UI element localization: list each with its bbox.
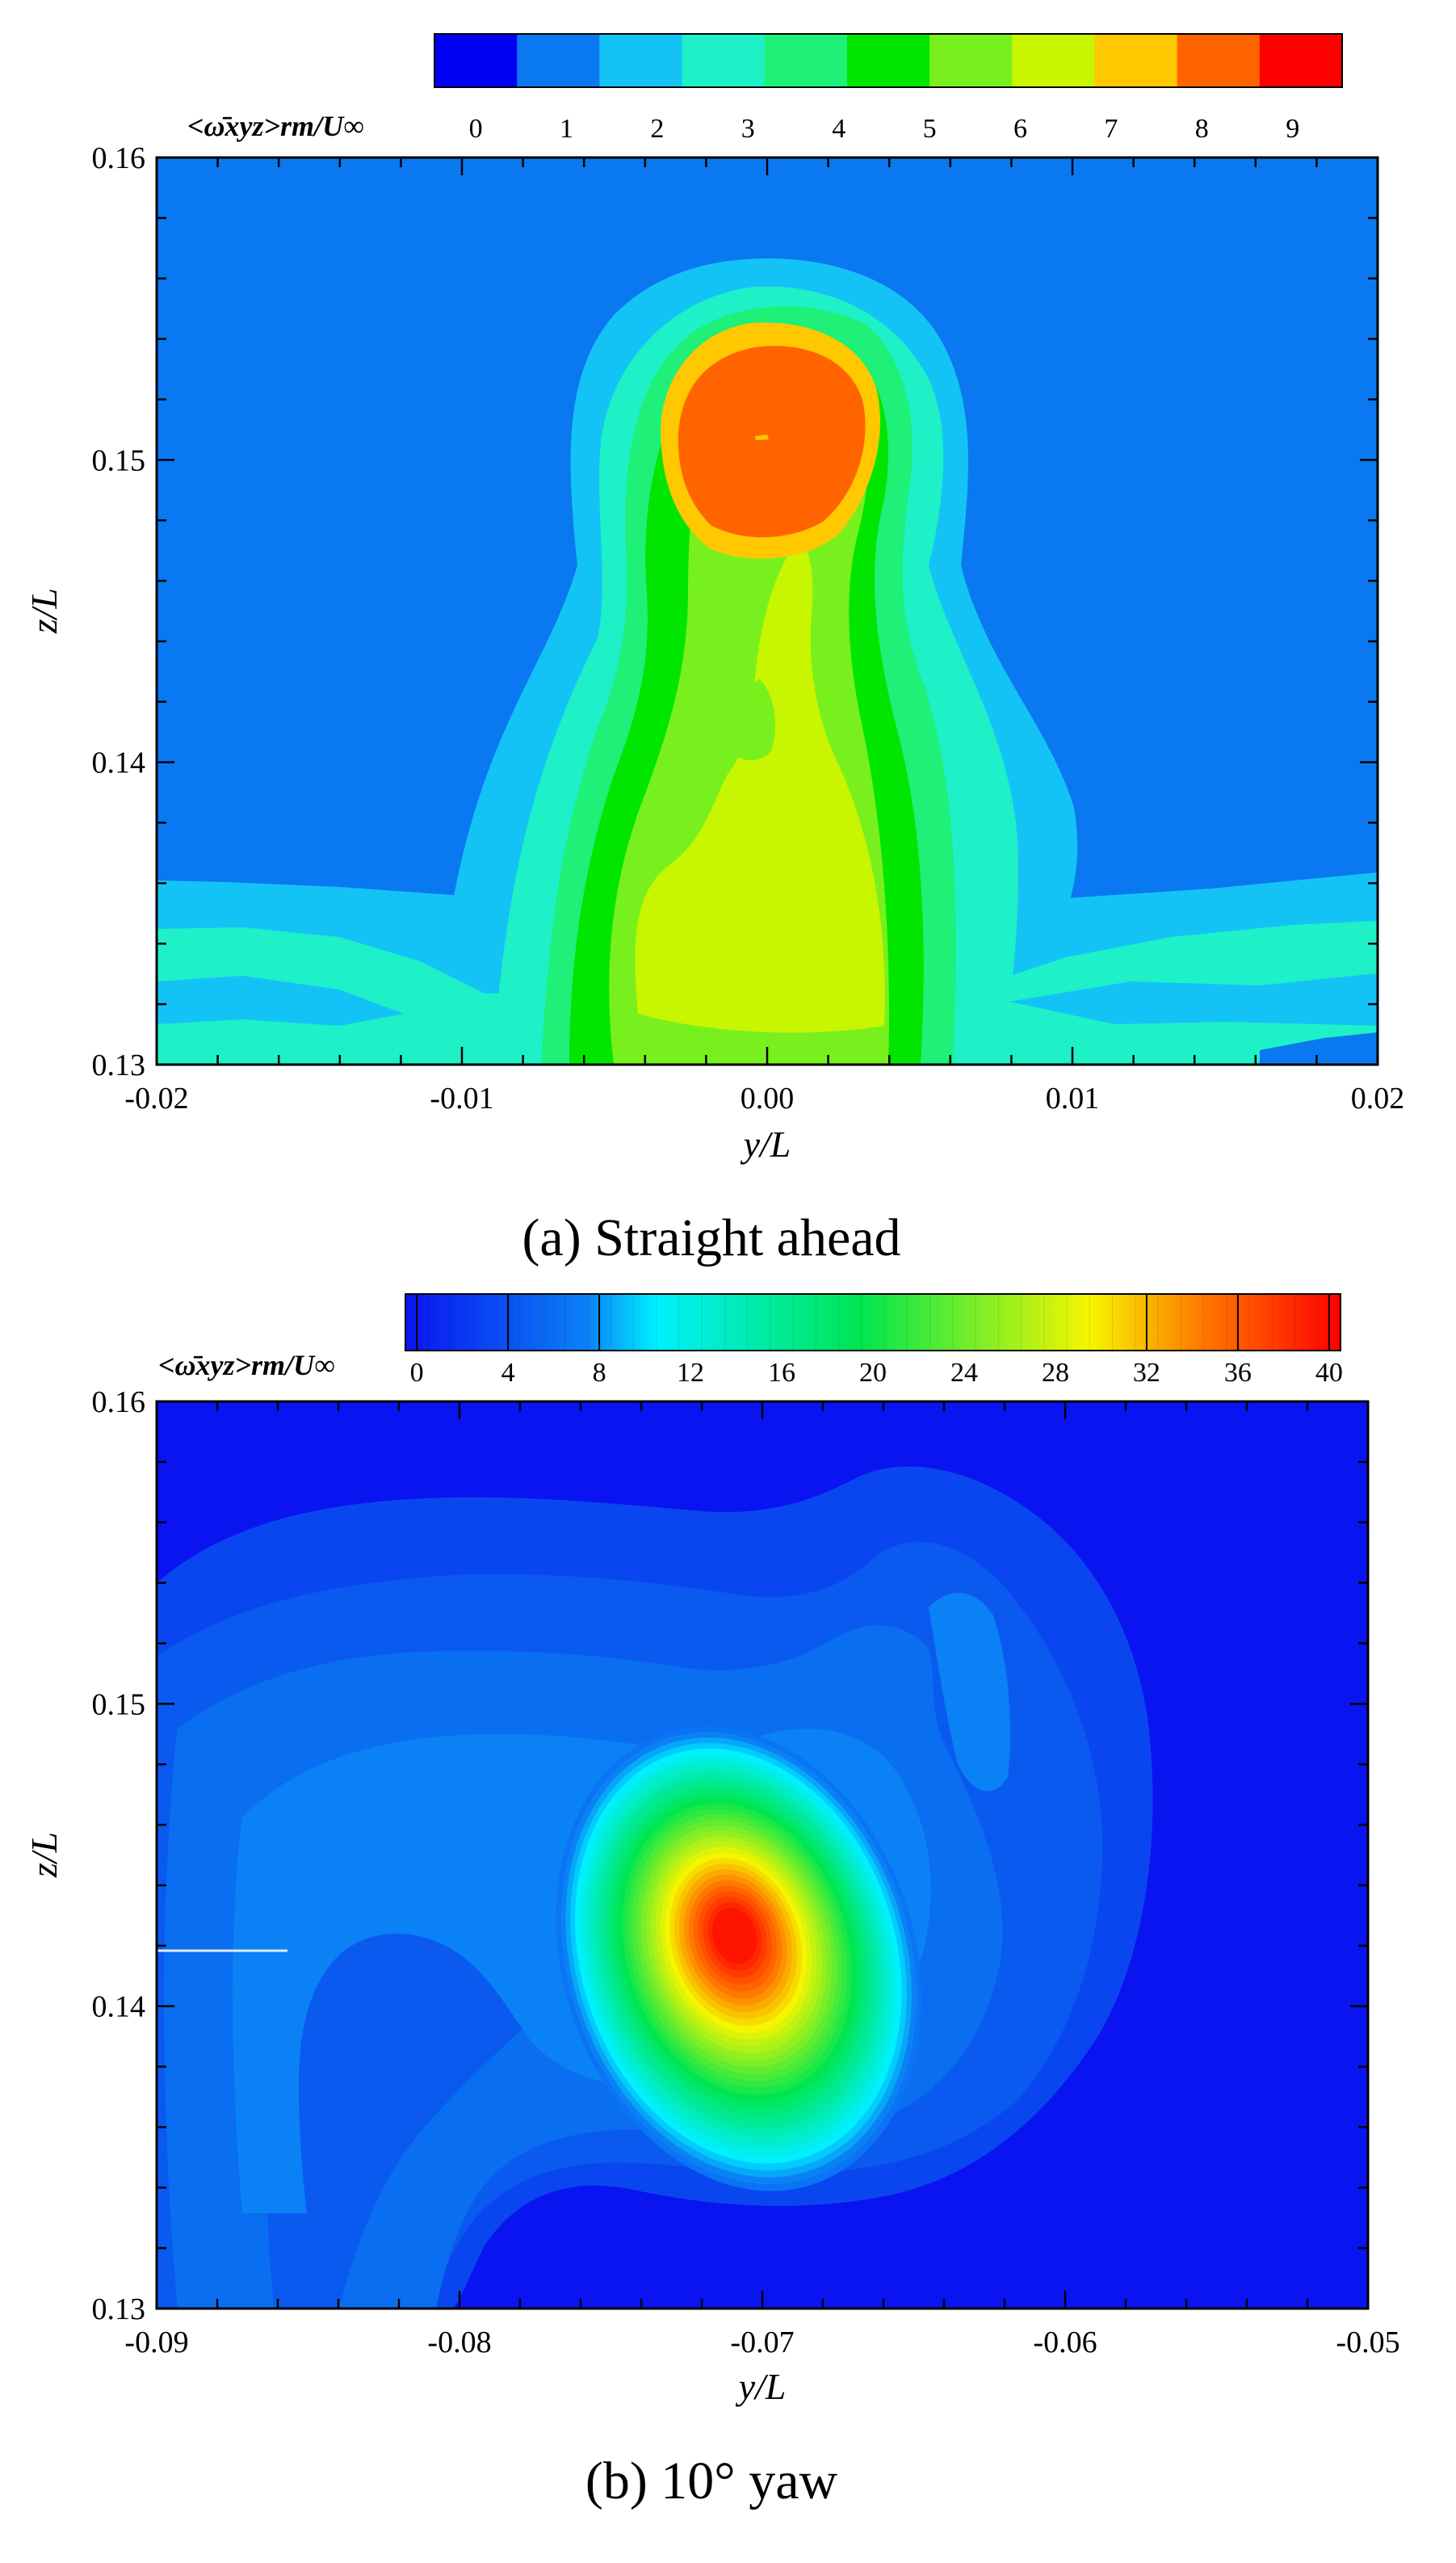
field-a-level-6 [635,544,885,1033]
colorbar-a-swatch [846,34,930,87]
x-tick-label: -0.02 [124,1082,188,1116]
colorbar-a-tick-label: 6 [1013,114,1027,144]
field-b-streak [929,1592,1010,1792]
y-axis-label-b: z/L [23,1832,65,1878]
x-tick-label: -0.09 [124,2326,188,2359]
y-tick-label: 0.14 [92,1990,146,2024]
y-tick-label: 0.14 [92,746,146,780]
caption-b: (b) 10° yaw [585,2452,838,2510]
y-tick-label: 0.16 [92,1385,146,1419]
y-tick-label: 0.16 [92,141,146,175]
x-axis-label-a: y/L [741,1124,791,1165]
colorbar-b-tick-label: 4 [501,1358,515,1388]
colorbar-a-tick-label: 3 [741,114,755,144]
axis-ticks-a: -0.02 -0.01 0.00 0.01 0.02 0.13 0.14 0.15 0.16 [92,141,1405,1116]
colorbar-a-swatch [599,34,683,87]
contour-field-b [157,1401,1368,2309]
colorbar-a-swatch [517,34,600,87]
field-a-level-8 [678,346,866,538]
x-tick-label: -0.07 [730,2326,794,2359]
colorbar-a-swatch [1259,34,1343,87]
field-b-vortex [556,1726,922,2191]
colorbar-a-tick-label: 9 [1286,114,1299,144]
colorbar-b-tick-label: 12 [677,1358,704,1388]
colorbar-b-tick-label: 40 [1315,1358,1343,1388]
colorbar-b-tick-label: 16 [768,1358,795,1388]
colorbar-a-tick-label: 2 [650,114,664,144]
colorbar-a-swatch [929,34,1013,87]
x-tick-label: -0.08 [427,2326,491,2359]
colorbar-b-tick-label: 0 [410,1358,424,1388]
colorbar-b-tick-label: 32 [1133,1358,1160,1388]
field-a-level-6-gap [731,679,775,761]
y-tick-label: 0.15 [92,1687,146,1721]
colorbar-b-tick-label: 24 [950,1358,978,1388]
colorbar-a-swatch [764,34,848,87]
field-a-boundary-layer-streak [157,976,404,1026]
panel-b: 0 4 8 12 16 20 24 28 32 36 40 <ω̄xyz>rm/U∞ -0.09 -0… [23,1293,1400,2510]
contour-field-a [157,158,1378,1065]
colorbar-b-tick-label: 8 [593,1358,606,1388]
colorbar-b-frame [405,1293,1341,1351]
colorbar-a: 0 1 2 3 4 5 6 7 8 9 [434,33,1343,144]
x-tick-label: -0.05 [1336,2326,1399,2359]
colorbar-b-gradient [405,1294,1341,1351]
colorbar-b-tick-label: 36 [1224,1358,1252,1388]
x-tick-label: -0.06 [1033,2326,1097,2359]
colorbar-a-tick-label: 8 [1195,114,1209,144]
axis-ticks-b: -0.09 -0.08 -0.07 -0.06 -0.05 0.13 0.14 0.15 0.1… [92,1385,1400,2359]
y-tick-label: 0.13 [92,2292,146,2326]
colorbar-b: 0 4 8 12 16 20 24 28 32 36 40 [405,1293,1343,1388]
field-a-boundary-layer-streak-2 [1009,973,1378,1026]
x-tick-label: 0.00 [741,1082,795,1116]
colorbar-a-tick-label: 0 [469,114,483,144]
colorbar-a-swatch [682,34,766,87]
colorbar-a-swatch [434,34,518,87]
colorbar-a-tick-label: 4 [832,114,845,144]
colorbar-a-tick-label: 1 [560,114,573,144]
colorbar-b-tick-label: 20 [859,1358,887,1388]
x-tick-label: -0.01 [430,1082,493,1116]
x-tick-label: 0.02 [1351,1082,1405,1116]
colorbar-title-a: <ω̄xyz>rm/U∞ [187,110,364,142]
field-a-core-speck [755,435,769,440]
colorbar-a-swatch [1177,34,1261,87]
x-axis-label-b: y/L [736,2366,787,2407]
y-axis-label-a: z/L [23,588,65,634]
field-a-boundary-layer-low [1260,1032,1378,1065]
colorbar-a-tick-label: 7 [1104,114,1118,144]
colorbar-title-b: <ω̄xyz>rm/U∞ [158,1349,335,1381]
colorbar-a-swatch [1012,34,1095,87]
x-tick-label: 0.01 [1046,1082,1100,1116]
y-tick-label: 0.13 [92,1048,146,1082]
caption-a: (a) Straight ahead [522,1208,900,1267]
colorbar-a-swatch [1094,34,1178,87]
colorbar-b-tick-label: 28 [1042,1358,1069,1388]
colorbar-a-frame [434,33,1343,88]
y-tick-label: 0.15 [92,443,146,477]
vortex-contour-level [712,1907,757,1964]
colorbar-a-tick-label: 5 [923,114,937,144]
